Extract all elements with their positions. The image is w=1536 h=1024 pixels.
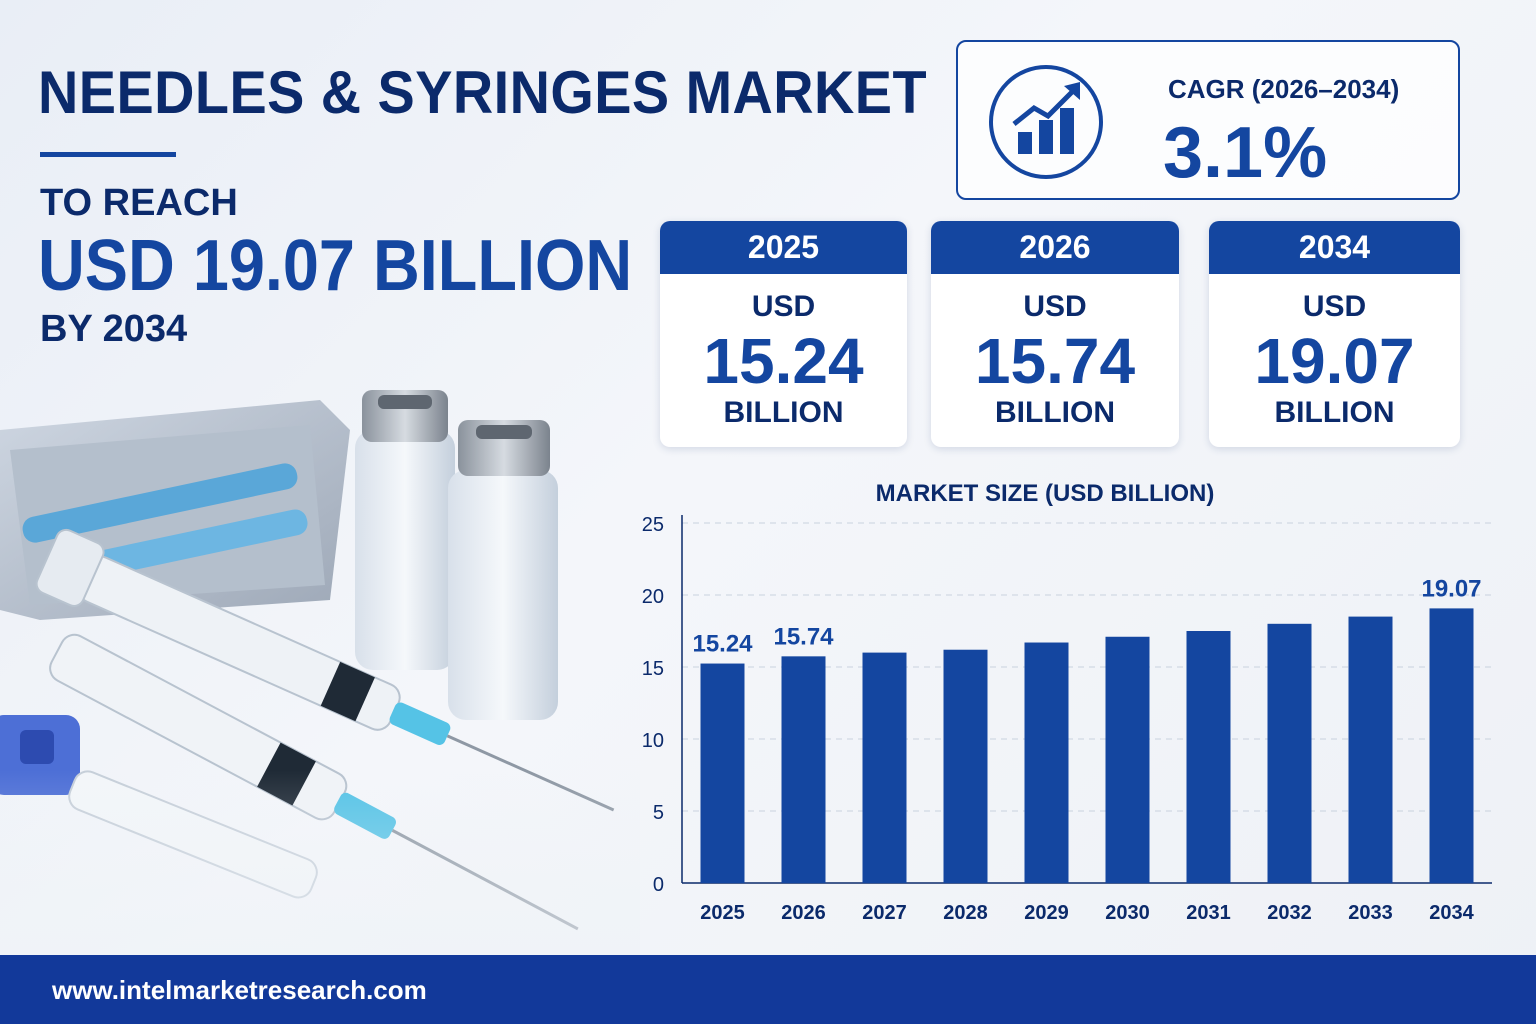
growth-chart-icon [989,65,1103,179]
market-card-2034: 2034 USD 19.07 BILLION [1209,221,1460,447]
x-tick-label: 2029 [1024,902,1069,924]
x-tick-label: 2034 [1429,902,1474,924]
card-value: 15.74 [974,325,1136,397]
card-value: 15.24 [703,325,864,397]
card-currency: USD [751,290,816,323]
chart-title: MARKET SIZE (USD BILLION) [875,480,1215,507]
x-tick-label: 2031 [1186,902,1231,924]
market-card-2025: 2025 USD 15.24 BILLION [660,221,907,447]
market-card-2026: 2026 USD 15.74 BILLION [931,221,1179,447]
card-unit: BILLION [995,396,1115,429]
by-year-text: BY 2034 [40,308,188,350]
data-label: 15.74 [773,623,834,650]
x-tick-label: 2027 [862,902,907,924]
bar [1024,642,1069,883]
card-currency: USD [1302,290,1367,323]
y-tick-label: 0 [653,874,664,896]
y-tick-label: 15 [642,658,664,680]
y-tick-label: 10 [642,730,664,752]
card-unit: BILLION [723,396,844,429]
x-tick-label: 2026 [781,902,826,924]
cagr-panel: CAGR (2026–2034) 3.1% [956,40,1460,200]
data-label: 19.07 [1421,575,1481,602]
bar [1186,631,1231,883]
card-currency: USD [1023,290,1087,323]
bar [781,656,826,883]
headline-value: USD 19.07 BILLION [38,226,633,306]
page-title: NEEDLES & SYRINGES MARKET [38,59,928,126]
footer-website-link[interactable]: www.intelmarketresearch.com [52,975,427,1005]
x-tick-label: 2025 [700,902,745,924]
to-reach-text: TO REACH [40,182,238,224]
y-tick-label: 25 [642,514,664,536]
card-year: 2026 [931,221,1179,274]
cagr-value: 3.1% [1163,113,1328,193]
footer-bar: www.intelmarketresearch.com [0,955,1536,1024]
bar [1348,616,1393,883]
x-tick-label: 2030 [1105,902,1150,924]
card-value: 19.07 [1254,325,1415,397]
syringes-vials-photo [0,390,640,955]
y-tick-label: 5 [653,802,664,824]
bar [1267,623,1312,883]
x-tick-label: 2033 [1348,902,1393,924]
x-tick-label: 2028 [943,902,988,924]
cagr-label: CAGR (2026–2034) [1168,74,1400,104]
card-year: 2025 [660,221,907,274]
bar [1105,636,1150,883]
bar [862,652,907,883]
card-year: 2034 [1209,221,1460,274]
x-tick-label: 2032 [1267,902,1312,924]
title-underline [40,152,176,157]
y-tick-label: 20 [642,586,664,608]
bar [700,663,745,883]
card-unit: BILLION [1274,396,1395,429]
data-label: 15.24 [692,631,753,658]
bar [1429,608,1474,883]
bar [943,649,988,883]
